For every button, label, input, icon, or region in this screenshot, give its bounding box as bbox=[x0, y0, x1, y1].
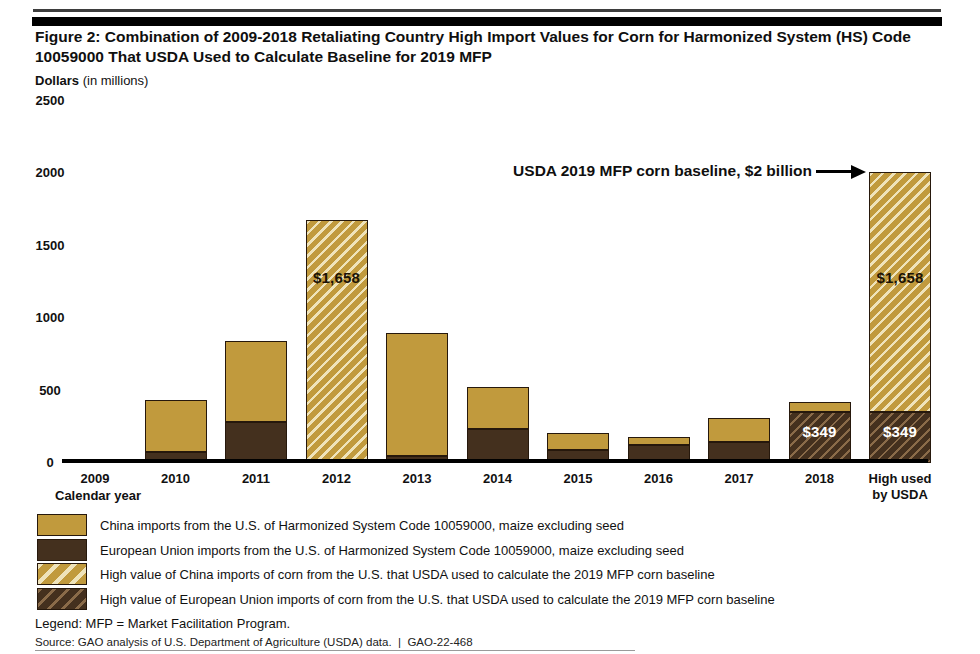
gao-figure-page: Figure 2: Combination of 2009-2018 Retal… bbox=[0, 0, 980, 654]
legend-label: European Union imports from the U.S. of … bbox=[100, 543, 684, 558]
x-axis-label-2012: 2012 bbox=[292, 471, 382, 487]
bar-value-label-2012-china: $1,658 bbox=[306, 269, 368, 286]
x-axis-label-2018: 2018 bbox=[775, 471, 865, 487]
x-axis-label-High-used-by-USDA: High used by USDA bbox=[855, 471, 945, 503]
bar-segment-china-2013 bbox=[386, 333, 448, 456]
x-axis-label-2010: 2010 bbox=[131, 471, 221, 487]
legend-item-eu-solid: European Union imports from the U.S. of … bbox=[0, 539, 980, 563]
x-axis-label-2013: 2013 bbox=[372, 471, 462, 487]
footer-source-line: Source: GAO analysis of U.S. Department … bbox=[35, 636, 473, 648]
x-axis-line bbox=[62, 459, 928, 463]
x-axis-title: Calendar year bbox=[55, 488, 141, 503]
bar-segment-china-2012 bbox=[306, 220, 368, 460]
bar-segment-eu-2014 bbox=[467, 429, 529, 463]
annotation-arrow-line bbox=[816, 170, 856, 173]
x-axis-label-2009: 2009 bbox=[50, 471, 140, 487]
bar-segment-china-2016 bbox=[628, 437, 690, 445]
footer-legend-note: Legend: MFP = Market Facilitation Progra… bbox=[35, 616, 290, 631]
bar-segment-china-2010 bbox=[145, 400, 207, 452]
x-axis-label-2011: 2011 bbox=[211, 471, 301, 487]
legend-swatch-eu-solid bbox=[37, 539, 87, 561]
bar-segment-china-2017 bbox=[708, 418, 770, 442]
legend-label: China imports from the U.S. of Harmonize… bbox=[100, 518, 624, 533]
legend-item-china-solid: China imports from the U.S. of Harmonize… bbox=[0, 514, 980, 538]
bar-segment-china-High-used-by-USDA bbox=[869, 172, 931, 412]
annotation-arrow-head-icon bbox=[851, 165, 866, 179]
legend-item-china-hatch: High value of China imports of corn from… bbox=[0, 563, 980, 587]
legend-swatch-eu-hatch bbox=[37, 588, 87, 610]
y-axis-tick-label-500: 500 bbox=[15, 383, 85, 398]
legend-label: High value of European Union imports of … bbox=[100, 592, 775, 607]
y-axis-tick-label-2000: 2000 bbox=[15, 165, 85, 180]
bar-value-label-High-used-by-USDA-china: $1,658 bbox=[869, 269, 931, 286]
legend-item-eu-hatch: High value of European Union imports of … bbox=[0, 588, 980, 612]
bar-segment-china-2011 bbox=[225, 341, 287, 422]
y-axis-tick-label-1500: 1500 bbox=[15, 238, 85, 253]
legend-label: High value of China imports of corn from… bbox=[100, 567, 715, 582]
legend-swatch-china-hatch bbox=[37, 563, 87, 585]
y-axis-tick-label-1000: 1000 bbox=[15, 310, 85, 325]
bar-segment-eu-2011 bbox=[225, 422, 287, 463]
bar-segment-china-2015 bbox=[547, 433, 609, 450]
bar-segment-china-2014 bbox=[467, 387, 529, 429]
x-axis-label-2016: 2016 bbox=[614, 471, 704, 487]
bar-value-label-2018-eu: $349 bbox=[789, 423, 851, 440]
x-axis-label-2014: 2014 bbox=[453, 471, 543, 487]
bar-segment-china-2018 bbox=[789, 402, 851, 412]
bar-value-label-High-used-by-USDA-eu: $349 bbox=[869, 423, 931, 440]
baseline-annotation: USDA 2019 MFP corn baseline, $2 billion bbox=[362, 162, 812, 180]
bottom-rule bbox=[35, 650, 635, 651]
x-axis-label-2017: 2017 bbox=[694, 471, 784, 487]
legend-swatch-china-solid bbox=[37, 514, 87, 536]
y-axis-tick-label-2500: 2500 bbox=[15, 93, 85, 108]
x-axis-label-2015: 2015 bbox=[533, 471, 623, 487]
